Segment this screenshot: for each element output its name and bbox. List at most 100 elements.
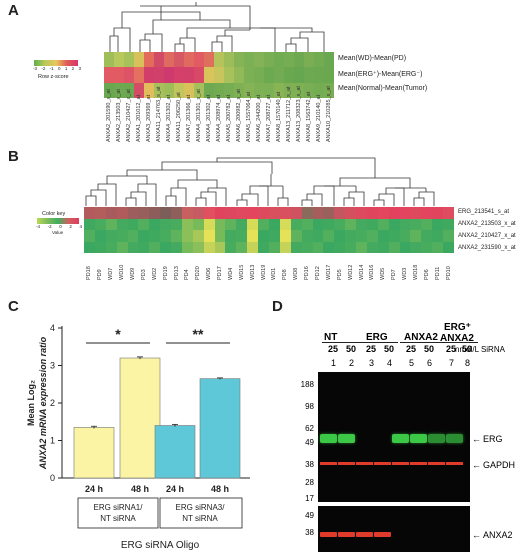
y-tick-label: 0 [50, 473, 55, 483]
gapdh-band [410, 462, 427, 465]
panel-b-column-label: PD19 [162, 266, 169, 280]
heatmap-cell [432, 218, 444, 230]
erg-band [392, 434, 409, 443]
heatmap-cell [116, 241, 128, 253]
gapdh-band [338, 462, 355, 465]
heatmap-cell [138, 218, 150, 230]
panel-a-column-label: ANXA8_1570140_at [276, 91, 282, 142]
x-tick-label: 24 h [166, 484, 184, 494]
heatmap-cell [236, 230, 248, 242]
heatmap-cell [421, 241, 433, 253]
panel-b-column-label: PD17 [217, 266, 224, 280]
heatmap-cell [421, 207, 433, 219]
heatmap-cell [366, 241, 378, 253]
lane-number: 7 [449, 358, 455, 368]
lane-group-underline [360, 342, 398, 343]
panel-a-row-label: Mean(WD)-Mean(PD) [338, 55, 407, 62]
heatmap-cell [399, 218, 411, 230]
heatmap-cell [84, 230, 95, 242]
panel-b-column-label: WD7 [108, 267, 115, 280]
gapdh-band [392, 462, 409, 465]
erg-band [410, 434, 427, 443]
heatmap-cell [290, 218, 302, 230]
erg-band [446, 434, 463, 443]
panel-a-column-label: ANXA5_200782_at [226, 94, 232, 142]
heatmap-cell [443, 218, 454, 230]
heatmap-cell [345, 230, 357, 242]
panel-a-column-label: ANXA2_210427_x_at [126, 89, 132, 142]
heatmap-cell [258, 207, 269, 219]
panel-b-column-label: WD19 [260, 264, 267, 280]
heatmap-cell [345, 241, 357, 253]
x-tick-label: 48 h [211, 484, 229, 494]
panel-b-column-label: PD11 [434, 266, 441, 280]
lane-group-label: ERG [366, 332, 388, 343]
panel-b-row-label: ANXA2_231590_x_at [458, 245, 516, 251]
heatmap-cell [312, 207, 324, 219]
heatmap-cell [138, 241, 150, 253]
heatmap-cell [410, 207, 422, 219]
panel-d-conc-unit: nmol/L SiRNA [455, 345, 505, 354]
x-axis-label: ERG siRNA Oligo [121, 540, 200, 551]
panel-a-color-key [34, 60, 78, 66]
lane-concentration: 50 [346, 344, 357, 354]
heatmap-cell [443, 230, 454, 242]
heatmap-cell [160, 207, 172, 219]
heatmap-cell [334, 241, 346, 253]
panel-c-letter: C [8, 298, 19, 315]
lane-number: 2 [349, 358, 355, 368]
heatmap-cell [127, 218, 139, 230]
heatmap-cell [421, 230, 433, 242]
heatmap-cell [214, 230, 226, 242]
heatmap-cell [94, 207, 106, 219]
panel-b-heatmap [84, 207, 454, 253]
heatmap-cell [334, 230, 346, 242]
panel-b-row-label: ERG_213541_s_at [458, 209, 510, 215]
gapdh-band [356, 462, 373, 465]
heatmap-cell [105, 230, 117, 242]
western-blot-top [318, 372, 470, 502]
heatmap-cell [421, 218, 433, 230]
panel-b-column-label: PD3 [140, 269, 147, 280]
heatmap-cell [323, 241, 335, 253]
panel-a-row-label: Mean(ERG⁺)-Mean(ERG⁻) [338, 71, 423, 78]
heatmap-cell [192, 218, 204, 230]
panel-a-column-label: ANXA6_200982_s_at [236, 89, 242, 142]
panel-a-column-label: ANXA4_208974_at [216, 94, 222, 142]
mw-marker-label: 28 [305, 478, 314, 487]
panel-a-column-label: ANXA4_201302_at [206, 94, 212, 142]
heatmap-cell [290, 241, 302, 253]
heatmap-cell [377, 218, 389, 230]
group-box [77, 497, 159, 529]
arrow-left-icon: ← [472, 460, 481, 470]
heatmap-cell [301, 218, 313, 230]
mw-marker-label: 17 [305, 494, 314, 503]
heatmap-cell [268, 241, 280, 253]
heatmap-cell [105, 207, 117, 219]
heatmap-cell [116, 207, 128, 219]
panel-d-letter: D [272, 298, 283, 315]
lane-group-label: ERG⁺ [444, 322, 471, 333]
lane-number: 1 [331, 358, 337, 368]
lane-group-underline [440, 342, 478, 343]
panel-b-column-label: WD18 [412, 264, 419, 280]
heatmap-cell [377, 207, 389, 219]
heatmap-cell [399, 207, 411, 219]
erg-band-label: ← ERG [472, 434, 503, 444]
heatmap-cell [258, 218, 269, 230]
panel-a-heatmap [104, 52, 334, 98]
mw-marker-label: 38 [305, 528, 314, 537]
heatmap-cell [203, 218, 215, 230]
panel-b-column-label: PD10 [445, 266, 452, 280]
heatmap-cell [366, 207, 378, 219]
heatmap-cell [160, 218, 172, 230]
erg-band [320, 434, 337, 443]
group-box [159, 497, 243, 529]
heatmap-cell [105, 218, 117, 230]
heatmap-cell [312, 230, 324, 242]
panel-a-column-label: ANXA11_206250_at [176, 92, 182, 142]
group-label: ERG siRNA3/ [176, 503, 226, 512]
lane-group-label: ANXA2 [440, 333, 474, 344]
panel-a-letter: A [8, 2, 19, 19]
heatmap-cell [356, 218, 367, 230]
